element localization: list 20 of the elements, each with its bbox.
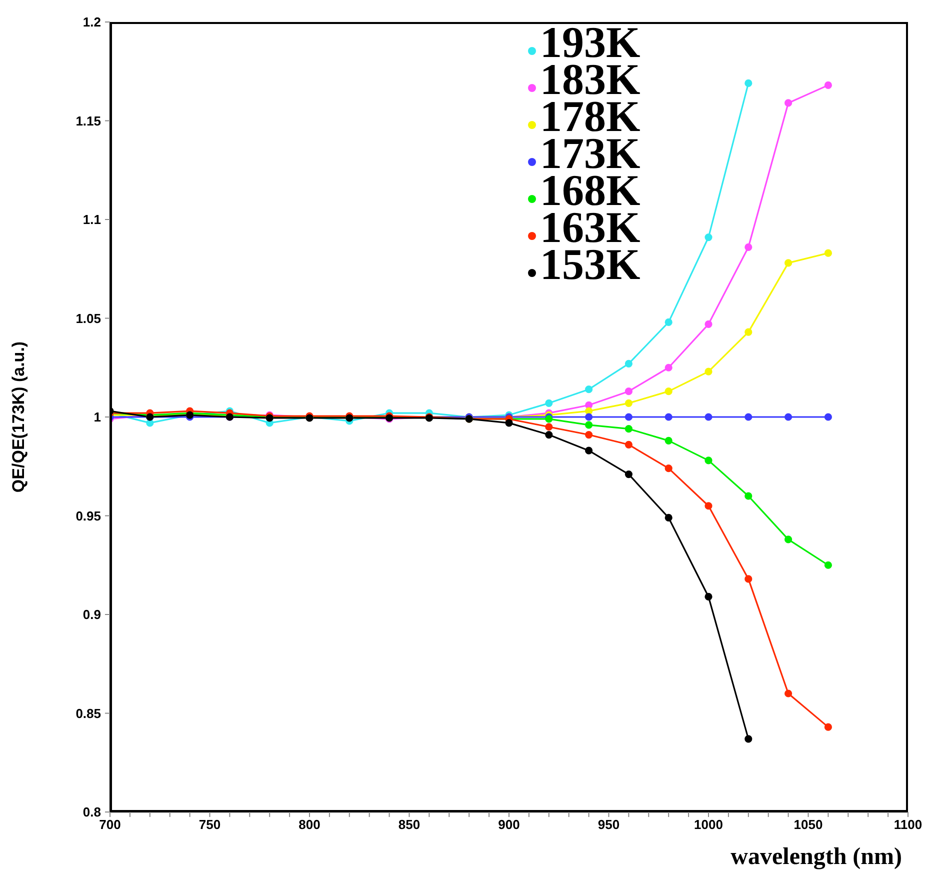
y-tick-label: 0.8 <box>82 804 101 820</box>
y-tick-label: 0.9 <box>82 607 101 622</box>
x-tick-label: 1100 <box>894 817 922 832</box>
y-tick-label: 0.95 <box>76 508 101 524</box>
x-tick-label: 950 <box>598 817 620 832</box>
x-tick-label: 700 <box>99 817 121 832</box>
y-tick-label: 1.2 <box>82 14 101 30</box>
y-axis-title: QE/QE(173K) (a.u.) <box>9 341 28 493</box>
x-tick-label: 750 <box>198 817 221 832</box>
y-tick-label: 1.05 <box>76 310 101 326</box>
y-tick-label: 1 <box>94 410 101 425</box>
y-tick-label: 1.15 <box>76 113 101 128</box>
x-axis-title: wavelength (nm) <box>730 844 902 870</box>
x-tick-label: 900 <box>498 817 520 832</box>
y-tick-label: 0.85 <box>76 706 101 721</box>
x-tick-label: 1000 <box>694 817 723 832</box>
x-tick-label: 850 <box>398 817 420 832</box>
x-tick-label: 1050 <box>794 817 823 832</box>
y-tick-label: 1.1 <box>82 212 101 228</box>
x-tick-label: 800 <box>298 817 320 832</box>
